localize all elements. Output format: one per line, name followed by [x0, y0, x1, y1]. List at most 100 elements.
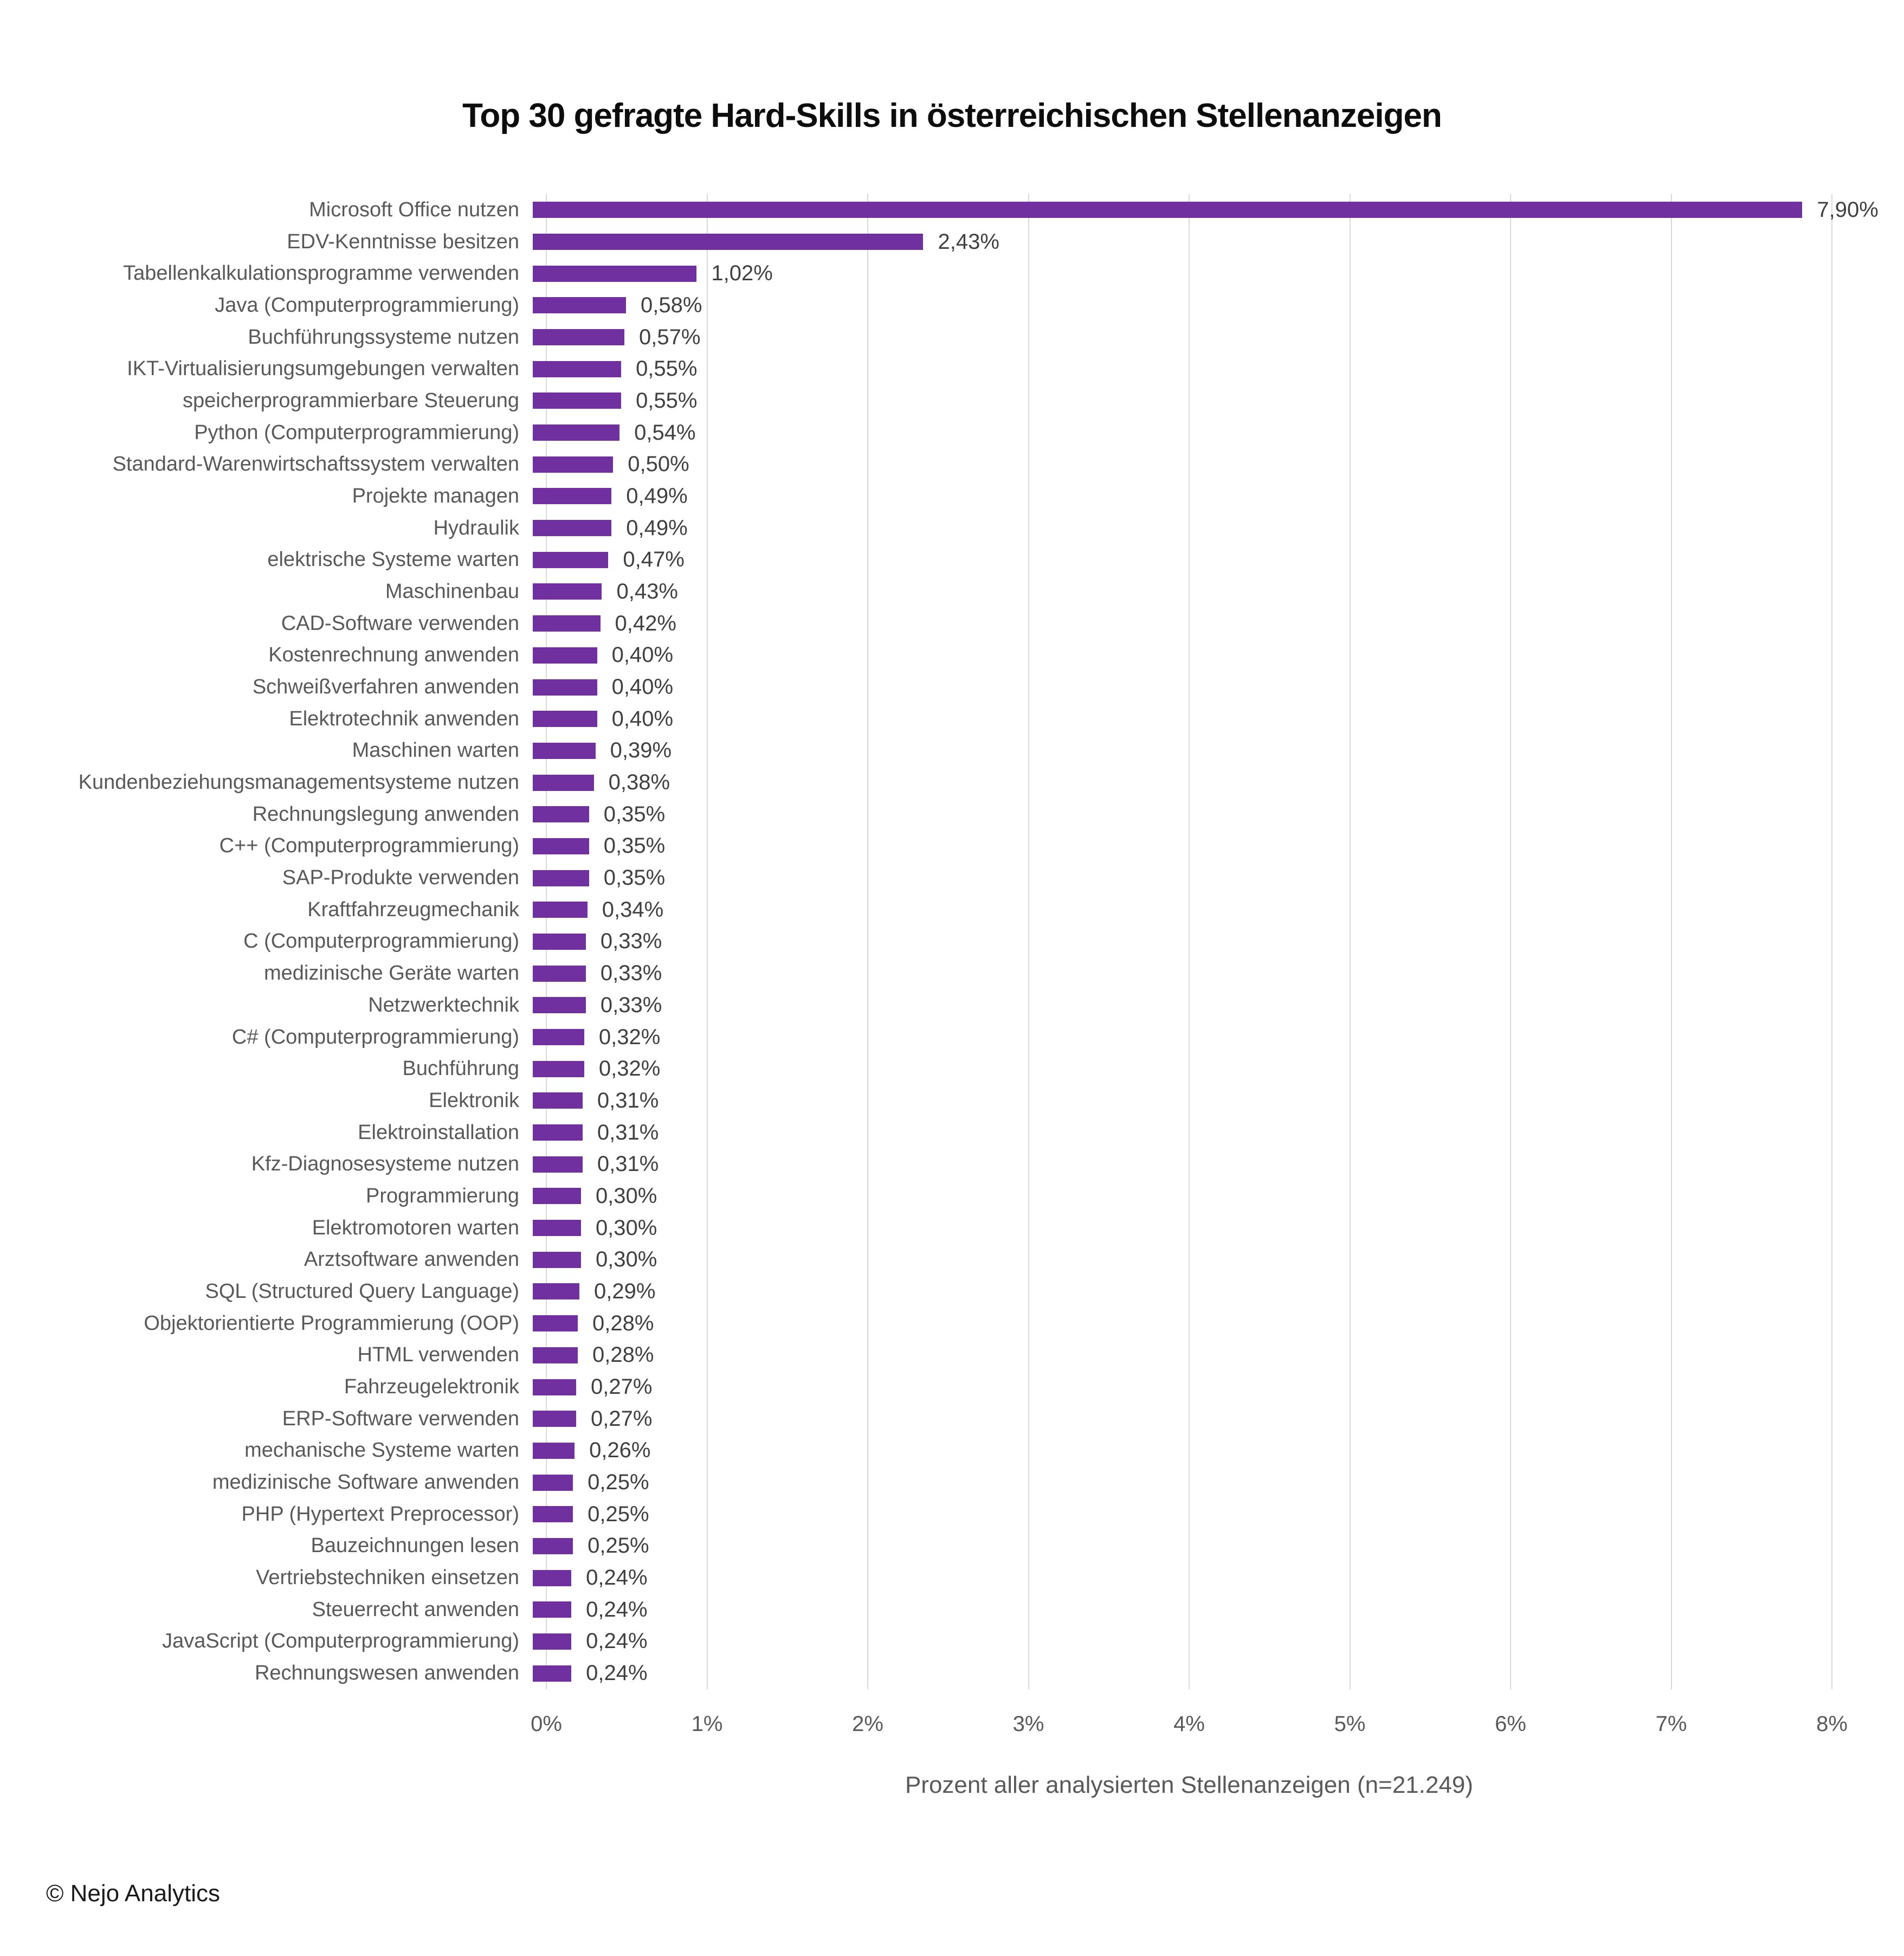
bar [533, 1251, 581, 1268]
value-label: 0,57% [639, 325, 701, 349]
value-label: 0,31% [597, 1120, 659, 1144]
value-label: 0,27% [591, 1375, 653, 1399]
bar [533, 1506, 573, 1523]
bar [533, 1537, 573, 1554]
bar-row: Elektromotoren warten 0,30% [0, 1212, 1904, 1244]
value-label: 0,47% [623, 548, 685, 572]
category-label: Buchführungssysteme nutzen [248, 325, 519, 349]
bar-row: Bauzeichnungen lesen 0,25% [0, 1530, 1904, 1562]
bar [533, 1411, 577, 1427]
category-label: Java (Computerprogrammierung) [215, 293, 519, 317]
category-label: Kostenrechnung anwenden [268, 644, 519, 667]
bar-row: SQL (Structured Query Language) 0,29% [0, 1276, 1904, 1308]
category-label: ERP-Software verwenden [282, 1407, 519, 1430]
value-label: 0,32% [598, 1025, 661, 1049]
bar [533, 1220, 581, 1237]
category-label: Rechnungswesen anwenden [254, 1662, 519, 1685]
bar [533, 551, 609, 568]
value-label: 0,24% [586, 1597, 648, 1622]
x-tick-label: 8% [1816, 1712, 1848, 1736]
bar-row: Kraftfahrzeugmechanik 0,34% [0, 894, 1904, 926]
bar-row: Steuerrecht anwenden 0,24% [0, 1594, 1904, 1626]
copyright-note: © Nejo Analytics [46, 1880, 220, 1907]
bar-row: Standard-Warenwirtschaftssystem verwalte… [0, 448, 1904, 480]
value-label: 0,39% [610, 738, 672, 763]
x-tick-label: 6% [1495, 1712, 1526, 1736]
bar [533, 806, 589, 823]
bar-row: Buchführung 0,32% [0, 1053, 1904, 1085]
bar-row: Fahrzeugelektronik 0,27% [0, 1371, 1904, 1403]
bar [533, 1633, 572, 1650]
value-label: 0,27% [591, 1406, 653, 1431]
category-label: Netzwerktechnik [368, 993, 519, 1016]
category-label: Maschinenbau [385, 580, 519, 603]
bar [533, 742, 596, 759]
value-label: 0,24% [586, 1629, 648, 1653]
bar [533, 1379, 577, 1395]
bar [533, 265, 697, 282]
value-label: 0,40% [611, 706, 674, 731]
value-label: 0,28% [592, 1343, 654, 1367]
category-label: Projekte managen [352, 484, 519, 507]
value-label: 0,24% [586, 1661, 648, 1685]
bar [533, 965, 586, 982]
bar-row: Buchführungssysteme nutzen 0,57% [0, 321, 1904, 353]
bar-row: Maschinen warten 0,39% [0, 735, 1904, 767]
bar [533, 1569, 572, 1586]
value-label: 0,49% [626, 484, 688, 508]
category-label: SQL (Structured Query Language) [205, 1279, 519, 1303]
bar-row: JavaScript (Computerprogrammierung) 0,24% [0, 1626, 1904, 1658]
value-label: 0,30% [595, 1247, 657, 1272]
category-label: Rechnungslegung anwenden [252, 802, 519, 826]
bar [533, 488, 612, 505]
bar-row: EDV-Kenntnisse besitzen 2,43% [0, 226, 1904, 258]
bar-row: CAD-Software verwenden 0,42% [0, 608, 1904, 640]
value-label: 0,49% [626, 516, 688, 540]
bar-row: Rechnungswesen anwenden 0,24% [0, 1657, 1904, 1689]
bar [533, 933, 586, 950]
value-label: 0,26% [589, 1438, 651, 1463]
value-label: 0,30% [595, 1215, 657, 1240]
value-label: 0,25% [588, 1534, 649, 1558]
bar-row: C (Computerprogrammierung) 0,33% [0, 926, 1904, 958]
bar [533, 1092, 583, 1109]
value-label: 7,90% [1817, 197, 1879, 222]
value-label: 0,33% [600, 993, 662, 1017]
chart-title: Top 30 gefragte Hard-Skills in österreic… [462, 97, 1442, 134]
x-tick-label: 3% [1012, 1712, 1044, 1736]
x-axis-ticks: 0% 1% 2% 3% 4% 5% 6% 7% 8% [531, 1712, 1848, 1745]
bar-row: Vertriebstechniken einsetzen 0,24% [0, 1562, 1904, 1594]
category-label: CAD-Software verwenden [281, 612, 519, 635]
bar-row: C++ (Computerprogrammierung) 0,35% [0, 831, 1904, 863]
category-label: Objektorientierte Programmierung (OOP) [144, 1311, 519, 1335]
bar-row: Hydraulik 0,49% [0, 512, 1904, 544]
bar-row: medizinische Geräte warten 0,33% [0, 957, 1904, 989]
bar [533, 1188, 581, 1205]
value-label: 0,29% [593, 1279, 656, 1303]
bar-row: Objektorientierte Programmierung (OOP) 0,… [0, 1308, 1904, 1340]
x-tick-label: 2% [852, 1712, 883, 1736]
category-label: Elektroinstallation [358, 1121, 519, 1144]
gridline [1189, 194, 1190, 1689]
bar [533, 1347, 578, 1363]
bar-row: SAP-Produkte verwenden 0,35% [0, 862, 1904, 894]
bar [533, 1665, 572, 1682]
category-label: medizinische Software anwenden [212, 1471, 519, 1494]
bar-row: medizinische Software anwenden 0,25% [0, 1466, 1904, 1498]
x-tick-label: 0% [531, 1712, 562, 1736]
bar [533, 711, 597, 728]
value-label: 0,28% [592, 1311, 654, 1335]
bar-row: Python (Computerprogrammierung) 0,54% [0, 417, 1904, 449]
bar [533, 997, 586, 1014]
bar-row: Tabellenkalkulationsprogramme verwenden 1… [0, 258, 1904, 289]
bar [533, 838, 589, 854]
bar-row: HTML verwenden 0,28% [0, 1340, 1904, 1372]
category-label: Hydraulik [433, 516, 519, 539]
gridline [1510, 194, 1511, 1689]
x-axis-title: Prozent aller analysierten Stellenanzeig… [905, 1772, 1474, 1798]
bar [533, 393, 622, 409]
bar [533, 870, 589, 886]
value-label: 0,35% [603, 834, 666, 858]
bar-row: ERP-Software verwenden 0,27% [0, 1403, 1904, 1435]
